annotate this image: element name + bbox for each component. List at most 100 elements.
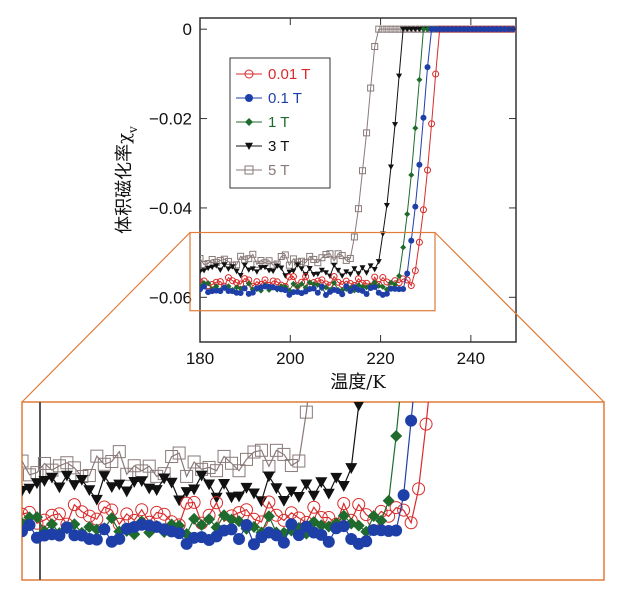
data-point: [265, 257, 273, 265]
data-point: [379, 283, 386, 290]
data-point: [359, 283, 366, 290]
data-point: [403, 276, 411, 284]
data-point: [392, 281, 399, 288]
data-point: [200, 261, 208, 269]
data-point: [105, 482, 118, 494]
data-point: [289, 273, 297, 281]
data-point: [404, 26, 411, 33]
data-point: [277, 447, 291, 461]
data-point: [416, 76, 423, 83]
data-point: [307, 500, 321, 514]
data-point: [240, 518, 253, 531]
data-point: [326, 250, 334, 258]
data-point: [173, 495, 186, 507]
data-point: [270, 483, 283, 495]
data-point: [23, 483, 36, 495]
data-point: [363, 290, 370, 297]
data-point: [318, 276, 326, 284]
data-point: [75, 505, 89, 519]
data-point: [300, 479, 313, 491]
data-point: [335, 267, 342, 274]
data-point: [432, 70, 440, 78]
data-point: [389, 501, 403, 515]
data-point: [83, 485, 96, 497]
data-point: [244, 69, 254, 79]
data-point: [253, 269, 260, 275]
data-point: [213, 263, 220, 269]
x-tick-label: 220: [366, 349, 394, 368]
data-point: [241, 285, 248, 292]
data-point: [404, 211, 411, 218]
data-point: [237, 289, 244, 296]
data-point: [420, 114, 427, 121]
data-point: [322, 292, 329, 299]
data-point: [339, 273, 346, 279]
data-point: [52, 459, 66, 473]
data-point: [90, 449, 104, 463]
data-point: [255, 496, 268, 508]
data-point: [310, 271, 317, 278]
data-point: [128, 477, 141, 488]
data-point: [112, 445, 126, 459]
data-point: [113, 532, 126, 545]
data-point: [217, 449, 231, 463]
data-point: [97, 500, 111, 514]
data-point: [359, 167, 367, 175]
data-point: [262, 510, 275, 523]
data-point: [383, 290, 390, 297]
data-point: [277, 252, 285, 260]
data-point: [274, 263, 281, 270]
data-point: [416, 26, 423, 33]
data-point: [371, 43, 379, 51]
zoom-region-box: [189, 231, 436, 312]
data-point: [245, 142, 253, 150]
y-axis-title-main: 体积磁化率χ: [114, 133, 135, 234]
data-point: [335, 288, 342, 295]
data-point: [322, 535, 335, 548]
data-point: [142, 459, 156, 473]
data-point: [345, 463, 358, 474]
data-point: [200, 269, 203, 275]
data-point: [371, 284, 378, 291]
data-point: [165, 450, 179, 464]
data-point: [205, 265, 212, 272]
data-point: [298, 266, 305, 272]
data-point: [22, 468, 36, 482]
zoom-panel: [21, 401, 605, 581]
data-point: [23, 518, 36, 531]
data-point: [150, 485, 163, 496]
data-point: [247, 488, 260, 500]
data-point: [273, 278, 281, 286]
zoom-connector-left: [21, 232, 191, 403]
data-point: [173, 527, 186, 540]
data-point: [346, 254, 354, 262]
y-tick-label: 0: [183, 20, 192, 39]
data-point: [216, 278, 224, 286]
data-point: [408, 237, 415, 244]
data-point: [105, 455, 119, 469]
x-tick-label: 180: [186, 349, 214, 368]
data-point: [188, 512, 201, 525]
data-point: [392, 122, 399, 128]
data-point: [60, 521, 73, 534]
data-point: [150, 505, 164, 519]
data-point: [307, 490, 320, 502]
data-point: [257, 257, 265, 265]
zoom-series-0p1T: [22, 402, 418, 551]
data-point: [105, 512, 118, 525]
data-point: [249, 289, 256, 296]
data-point: [334, 250, 342, 258]
data-point: [270, 529, 283, 542]
legend-label: 3 T: [268, 138, 289, 155]
data-point: [158, 473, 171, 485]
data-point: [253, 260, 261, 268]
data-point: [75, 474, 88, 486]
data-point: [354, 275, 362, 283]
data-point: [203, 513, 216, 526]
data-point: [53, 482, 66, 494]
data-point: [290, 268, 297, 274]
data-point: [330, 272, 338, 280]
y-axis-title-subscript: v: [126, 126, 140, 134]
data-point: [30, 511, 43, 524]
data-point: [419, 206, 427, 214]
